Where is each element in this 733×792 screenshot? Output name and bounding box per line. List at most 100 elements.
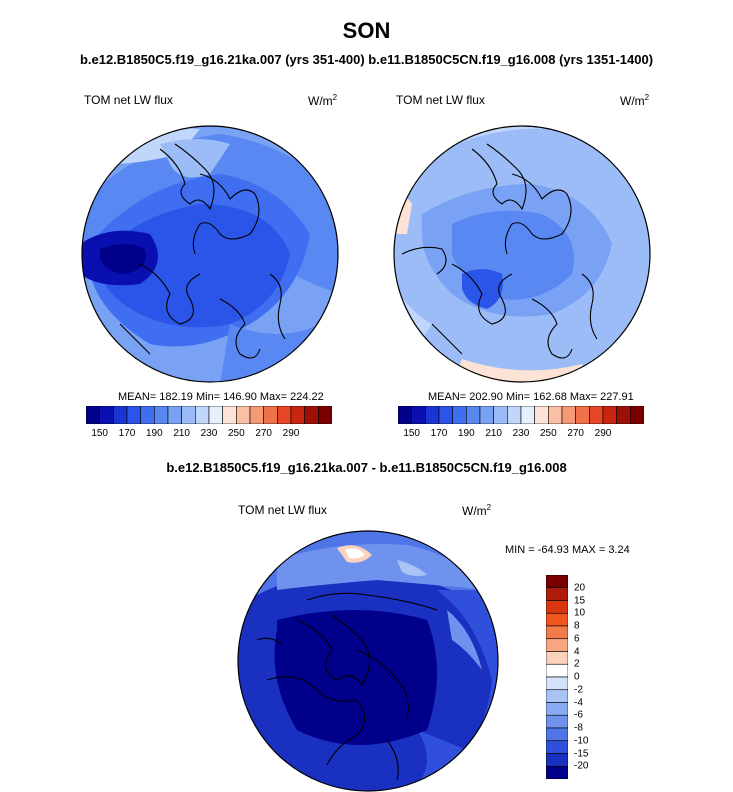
diff-colorbar-tick-label: 15 (574, 595, 586, 606)
right-colorbar (398, 406, 644, 424)
diff-colorbar-tick-label: -2 (574, 684, 583, 696)
left-colorbar-ticks: 150 170 190 210 230 250 270 290 (86, 428, 332, 442)
right-colorbar-swatch (616, 406, 631, 424)
right-colorbar-swatch (630, 406, 644, 424)
right-colorbar-tick-label: 190 (457, 428, 475, 439)
left-colorbar-tick-label: 210 (173, 428, 190, 439)
diff-colorbar-swatch (546, 625, 568, 640)
right-colorbar-tick-label: 290 (594, 428, 612, 439)
season-title: SON (342, 18, 391, 43)
right-colorbar-tick-label: 170 (430, 428, 448, 439)
diff-colorbar-tick-label: -6 (574, 709, 583, 721)
diff-colorbar-tick-label: -20 (574, 760, 589, 772)
left-variable-label: TOM net LW flux (84, 93, 173, 107)
right-colorbar-swatch (548, 406, 563, 424)
left-colorbar-swatch (263, 406, 278, 424)
diff-colorbar-swatch (546, 663, 568, 678)
left-colorbar (86, 406, 332, 424)
diff-colorbar-swatch (546, 651, 568, 665)
diff-colorbar-ticks: 20 15 10 8 6 4 2 0 -2 -4 -6 -8 -10 -15 -20 (574, 575, 604, 779)
right-stats: MEAN= 202.90 Min= 162.68 Max= 227.91 (428, 391, 634, 403)
right-colorbar-swatch (589, 406, 604, 424)
left-colorbar-tick-label: 270 (255, 428, 272, 439)
diff-colorbar-swatch (546, 587, 568, 601)
right-colorbar-swatch (425, 406, 440, 424)
diff-colorbar-swatch (546, 689, 568, 703)
diff-colorbar-swatch (546, 740, 568, 754)
diff-colorbar-tick-label: -8 (574, 722, 583, 734)
right-colorbar-tick-label: 250 (539, 428, 557, 439)
diff-colorbar-tick-label: 10 (574, 607, 586, 619)
case-names-line: b.e12.B1850C5.f19_g16.21ka.007 (yrs 351-… (79, 52, 654, 67)
left-colorbar-swatch (208, 406, 223, 424)
left-colorbar-tick-label: 170 (118, 428, 136, 439)
right-colorbar-swatch (452, 406, 467, 424)
diff-colorbar-swatch (546, 676, 568, 691)
left-colorbar-tick-label: 230 (200, 428, 218, 439)
right-colorbar-tick-label: 230 (512, 428, 530, 439)
diff-colorbar-swatch (546, 727, 568, 742)
diff-polar-map (237, 530, 499, 792)
left-polar-map (81, 125, 339, 383)
right-colorbar-swatch (438, 406, 453, 424)
diff-colorbar-swatch (546, 612, 568, 627)
diff-colorbar-swatch (546, 714, 568, 729)
diff-colorbar-tick-label: 4 (574, 646, 580, 657)
diff-colorbar-tick-label: 20 (574, 582, 586, 594)
left-colorbar-swatch (126, 406, 141, 424)
left-colorbar-swatch (195, 406, 210, 424)
right-colorbar-swatch (534, 406, 549, 424)
diff-colorbar-swatch (546, 638, 568, 652)
diff-colorbar-swatch (546, 600, 568, 614)
left-colorbar-swatch (113, 406, 128, 424)
diff-colorbar-swatch (546, 753, 568, 767)
right-colorbar-swatch (561, 406, 576, 424)
right-colorbar-swatch (602, 406, 617, 424)
left-colorbar-swatch (181, 406, 196, 424)
left-colorbar-swatch (318, 406, 332, 424)
diff-colorbar-tick-label: -4 (574, 697, 583, 708)
left-colorbar-tick-label: 250 (227, 428, 245, 439)
diff-colorbar-tick-label: 8 (574, 620, 580, 632)
left-colorbar-swatch (167, 406, 182, 424)
left-colorbar-tick-label: 150 (91, 428, 108, 439)
right-colorbar-swatch (575, 406, 590, 424)
diff-variable-label: TOM net LW flux (238, 503, 327, 517)
diff-colorbar (546, 575, 568, 779)
right-variable-label: TOM net LW flux (396, 93, 485, 107)
left-units-label: W/m2 (308, 93, 338, 108)
right-units-label: W/m2 (620, 93, 650, 108)
diff-units-label: W/m2 (462, 503, 492, 518)
diff-colorbar-tick-label: -15 (574, 748, 589, 759)
right-colorbar-tick-label: 150 (403, 428, 420, 439)
left-colorbar-swatch (140, 406, 155, 424)
diff-colorbar-tick-label: -10 (574, 735, 589, 747)
difference-title: b.e12.B1850C5.f19_g16.21ka.007 - b.e11.B… (166, 460, 567, 475)
right-polar-map (393, 125, 651, 383)
right-colorbar-ticks: 150 170 190 210 230 250 270 290 (398, 428, 644, 442)
left-colorbar-swatch (304, 406, 319, 424)
left-colorbar-swatch (86, 406, 100, 424)
left-colorbar-swatch (99, 406, 114, 424)
left-colorbar-tick-label: 290 (282, 428, 300, 439)
diff-colorbar-swatch (546, 702, 568, 716)
left-colorbar-swatch (290, 406, 305, 424)
left-colorbar-tick-label: 190 (145, 428, 163, 439)
right-colorbar-swatch (398, 406, 412, 424)
right-colorbar-swatch (507, 406, 522, 424)
right-colorbar-swatch (411, 406, 426, 424)
left-colorbar-swatch (249, 406, 264, 424)
right-colorbar-tick-label: 210 (485, 428, 502, 439)
diff-colorbar-tick-label: 0 (574, 671, 580, 683)
right-colorbar-swatch (493, 406, 508, 424)
diff-colorbar-tick-label: 2 (574, 658, 580, 670)
diff-colorbar-swatch (546, 765, 568, 779)
right-colorbar-swatch (520, 406, 535, 424)
diff-colorbar-swatch (546, 575, 568, 589)
left-colorbar-swatch (154, 406, 169, 424)
right-colorbar-tick-label: 270 (567, 428, 584, 439)
diff-colorbar-tick-label: 6 (574, 633, 580, 645)
left-colorbar-swatch (222, 406, 237, 424)
right-colorbar-swatch (466, 406, 481, 424)
diff-stats: MIN = -64.93 MAX = 3.24 (505, 544, 630, 556)
